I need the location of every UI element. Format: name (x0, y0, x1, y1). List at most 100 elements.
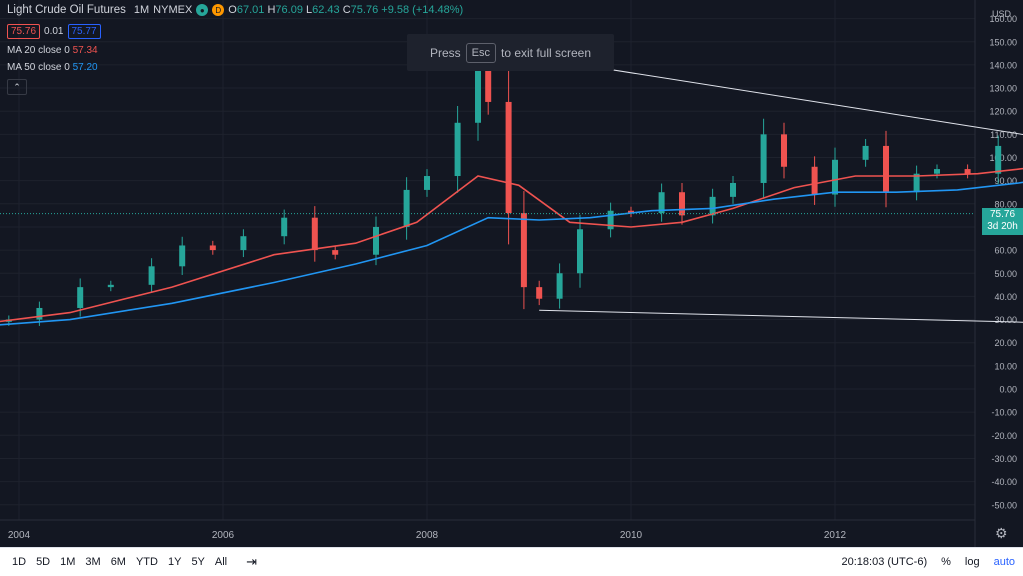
esc-key: Esc (465, 42, 496, 63)
interval-label[interactable]: 1M (133, 4, 150, 16)
y-tick-label: 30.00 (994, 315, 1017, 325)
ma50-legend[interactable]: MA 50 close 0 57.20 (7, 62, 98, 73)
ohlc-values: O67.01 H76.09 L62.43 C75.76 +9.58 (+14.4… (228, 4, 464, 16)
candle-body (832, 159, 838, 195)
candle-body (628, 210, 634, 214)
y-tick-label: 60.00 (994, 246, 1017, 256)
lower-trendline (539, 309, 1023, 323)
candle-body (332, 250, 339, 255)
candle-body (781, 134, 787, 167)
timeframe-3m[interactable]: 3M (85, 556, 101, 568)
chart-area[interactable]: -50.00 -40.00 -30.00 -20.00 -10.00 0.00 10.00 2… (0, 0, 1023, 547)
timeframe-all[interactable]: All (214, 556, 228, 568)
candle-body (934, 169, 940, 174)
log-toggle[interactable]: log (964, 556, 980, 568)
candle-body (403, 189, 410, 227)
candle-body (505, 101, 512, 214)
timeframe-1m[interactable]: 1M (60, 556, 76, 568)
y-tick-label: -40.00 (991, 477, 1017, 487)
candle-body (760, 134, 767, 183)
delayed-badge[interactable]: D (212, 4, 225, 16)
candle-body (862, 145, 869, 160)
chart-legend: Light Crude Oil Futures 1M NYMEX ● D O67… (7, 4, 463, 95)
candle-body (475, 64, 481, 123)
candle-body (179, 245, 186, 267)
auto-toggle[interactable]: auto (993, 556, 1015, 568)
bar-countdown: 3d 20h (987, 221, 1018, 232)
currency-label[interactable]: USD (992, 9, 1012, 19)
candle-body (556, 273, 563, 299)
clock-time[interactable]: 20:18:03 (UTC-6) (841, 556, 928, 568)
bid-box[interactable]: 75.76 (7, 24, 41, 39)
market-status-icon[interactable]: ● (196, 4, 209, 16)
upper-trendline (477, 48, 1023, 135)
candle-body (209, 245, 216, 251)
y-tick-label: 100.00 (989, 153, 1017, 163)
candle-body (77, 287, 84, 308)
symbol-title[interactable]: Light Crude Oil Futures (7, 4, 126, 16)
y-tick-label: 0.00 (999, 385, 1017, 395)
ma50-line (0, 181, 1023, 326)
candle-body (520, 213, 527, 288)
x-tick-label: 2008 (416, 530, 439, 541)
y-tick-label: 40.00 (994, 292, 1017, 302)
candle-body (607, 210, 614, 230)
candle-body (281, 217, 288, 237)
candle-body (454, 122, 461, 177)
timeframe-5y[interactable]: 5Y (191, 556, 205, 568)
candle-body (811, 166, 818, 195)
y-tick-label: 10.00 (994, 361, 1017, 371)
y-tick-label: 120.00 (989, 107, 1017, 117)
chevron-up-icon: ⌃ (13, 81, 21, 92)
spread-value: 0.01 (44, 26, 64, 37)
candle-body (107, 284, 114, 288)
change-value: +9.58 (+14.48%) (381, 4, 464, 16)
y-tick-label: 110.00 (990, 130, 1017, 140)
percent-toggle[interactable]: % (941, 556, 951, 568)
price-chart[interactable]: -50.00 -40.00 -30.00 -20.00 -10.00 0.00 10.00 2… (0, 0, 1023, 547)
fullscreen-notice: Press Esc to exit full screen (407, 34, 614, 71)
y-tick-label: -10.00 (991, 408, 1017, 418)
candle-body (424, 176, 430, 190)
candle-body (485, 64, 492, 102)
timeframe-5d[interactable]: 5D (36, 556, 51, 568)
ma20-legend[interactable]: MA 20 close 0 57.34 (7, 45, 98, 56)
candle-body (536, 287, 543, 299)
ma20-line (0, 167, 1023, 323)
candle-body (36, 307, 43, 320)
ask-box[interactable]: 75.77 (67, 24, 101, 39)
candle-body (373, 226, 379, 255)
y-tick-label: 20.00 (994, 338, 1017, 348)
candle-body (709, 196, 716, 216)
y-tick-label: 140.00 (989, 60, 1017, 70)
y-tick-label: 90.00 (994, 176, 1017, 186)
y-tick-label: 50.00 (994, 269, 1017, 279)
timeframe-1d[interactable]: 1D (12, 556, 27, 568)
candle-body (730, 182, 736, 197)
candle-body (883, 145, 889, 193)
timeframe-6m[interactable]: 6M (110, 556, 126, 568)
bottom-toolbar: 1D 5D 1M 3M 6M YTD 1Y 5Y All ⇥ 20:18:03 … (0, 547, 1023, 576)
candle-body (658, 192, 665, 214)
candle-body (679, 192, 685, 216)
x-tick-label: 2004 (8, 530, 31, 541)
date-range-icon[interactable]: ⇥ (246, 554, 258, 569)
y-tick-label: 130.00 (989, 84, 1017, 94)
candle-body (964, 169, 971, 174)
settings-gear-icon[interactable]: ⚙ (995, 525, 1008, 541)
x-tick-label: 2006 (212, 530, 235, 541)
x-tick-label: 2010 (620, 530, 643, 541)
candle-body (913, 173, 920, 193)
candle-body (311, 217, 318, 251)
y-tick-label: 80.00 (994, 199, 1017, 209)
y-tick-label: -30.00 (991, 454, 1017, 464)
candle-body (148, 266, 155, 285)
x-tick-label: 2012 (824, 530, 847, 541)
y-tick-label: -50.00 (991, 500, 1017, 510)
last-price: 75.76 (989, 209, 1016, 220)
timeframe-ytd[interactable]: YTD (135, 556, 158, 568)
collapse-legend-button[interactable]: ⌃ (7, 79, 27, 95)
timeframe-1y[interactable]: 1Y (167, 556, 182, 568)
last-price-tag: 75.76 3d 20h (982, 208, 1023, 235)
exchange-label: NYMEX (153, 4, 193, 16)
